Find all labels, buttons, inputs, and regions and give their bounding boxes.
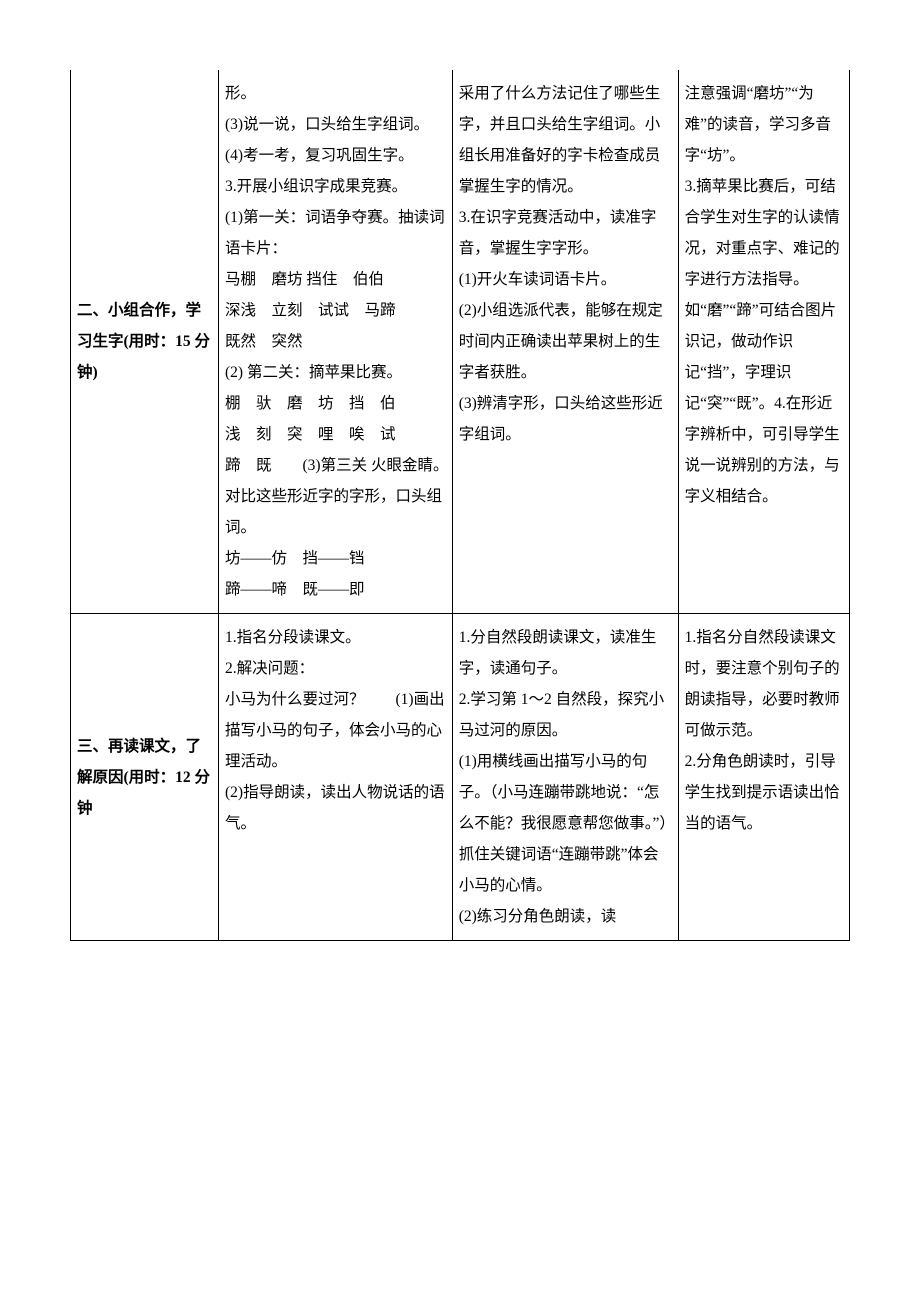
table-body: 二、小组合作，学习生字(用时：15 分钟) 形。(3)说一说，口头给生字组词。(… <box>71 70 850 941</box>
student-activity-cell: 1.分自然段朗读课文，读准生字，读通句子。2.学习第 1～2 自然段，探究小马过… <box>452 614 678 941</box>
lesson-plan-table: 二、小组合作，学习生字(用时：15 分钟) 形。(3)说一说，口头给生字组词。(… <box>70 70 850 941</box>
student-activity-cell: 采用了什么方法记住了哪些生字，并且口头给生字组词。小组长用准备好的字卡检查成员掌… <box>452 70 678 614</box>
notes-cell: 注意强调“磨坊”“为难”的读音，学习多音字“坊”。3.摘苹果比赛后，可结合学生对… <box>678 70 849 614</box>
teacher-activity-cell: 形。(3)说一说，口头给生字组词。(4)考一考，复习巩固生字。3.开展小组识字成… <box>219 70 453 614</box>
table-row: 二、小组合作，学习生字(用时：15 分钟) 形。(3)说一说，口头给生字组词。(… <box>71 70 850 614</box>
teacher-activity-cell: 1.指名分段读课文。2.解决问题：小马为什么要过河？ (1)画出描写小马的句子，… <box>219 614 453 941</box>
table-row: 三、再读课文，了解原因(用时：12 分钟 1.指名分段读课文。2.解决问题：小马… <box>71 614 850 941</box>
row-header: 二、小组合作，学习生字(用时：15 分钟) <box>71 70 219 614</box>
row-header: 三、再读课文，了解原因(用时：12 分钟 <box>71 614 219 941</box>
notes-cell: 1.指名分自然段读课文时，要注意个别句子的朗读指导，必要时教师可做示范。2.分角… <box>678 614 849 941</box>
